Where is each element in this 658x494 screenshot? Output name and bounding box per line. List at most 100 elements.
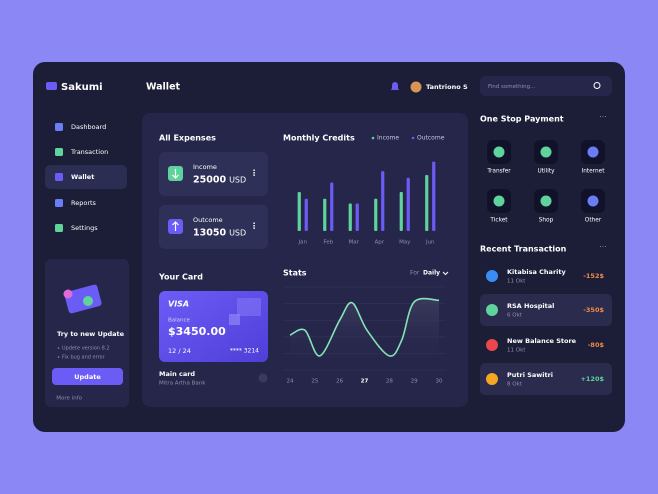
payment-label[interactable]: Shop: [539, 218, 554, 224]
payment-icon[interactable]: [587, 195, 599, 207]
update-title: Try to new Update: [57, 330, 125, 338]
expense-amount: 25000: [193, 175, 226, 186]
payment-icon[interactable]: [540, 195, 552, 207]
payment-label[interactable]: Transfer: [486, 169, 511, 175]
transaction-icon[interactable]: [486, 339, 498, 351]
transaction-date[interactable]: 11 Okt: [507, 348, 526, 354]
page-title: Wallet: [146, 82, 181, 93]
x-tick-label: 25: [311, 379, 318, 385]
x-tick-label: Mar: [349, 240, 360, 246]
menu[interactable]: ⋮: [250, 222, 258, 231]
balance-label: Balance: [168, 318, 191, 324]
legend-label: Outcome: [417, 135, 445, 142]
nav-item[interactable]: Reports: [71, 199, 97, 207]
bell[interactable]: [391, 82, 399, 90]
bar: [348, 203, 352, 231]
bar: [323, 198, 327, 231]
transaction-amount[interactable]: +120$: [580, 375, 604, 383]
update-item: Updete version 8.2: [62, 346, 110, 352]
x-tick-label: Apr: [374, 240, 384, 246]
transaction-name[interactable]: RSA Hospital: [507, 302, 554, 310]
x-tick-label: 27: [361, 379, 369, 385]
bar: [381, 171, 385, 231]
x-tick-label: Jun: [425, 240, 435, 246]
x-tick-label: Feb: [323, 240, 333, 246]
period-label[interactable]: For: [410, 270, 420, 277]
bullet: [57, 347, 60, 349]
transactions-title: Recent Transaction: [480, 245, 567, 254]
transaction-date[interactable]: 8 Okt: [507, 382, 523, 388]
payment-label[interactable]: Other: [585, 218, 602, 224]
nav-icon[interactable]: [55, 173, 63, 181]
search-placeholder[interactable]: Find something...: [488, 84, 536, 90]
legend-label: Income: [377, 135, 399, 142]
more[interactable]: ···: [599, 113, 607, 122]
more[interactable]: ···: [599, 243, 607, 252]
nav-icon[interactable]: [55, 123, 63, 131]
period[interactable]: Daily: [423, 270, 440, 277]
payment-label[interactable]: Ticket: [489, 218, 508, 224]
user-name[interactable]: Tantriono S: [426, 83, 468, 91]
nav-item[interactable]: Wallet: [71, 173, 94, 181]
nav-item[interactable]: Dashboard: [71, 123, 106, 131]
transaction-date[interactable]: 6 Okt: [507, 313, 523, 319]
transaction-icon[interactable]: [486, 373, 498, 385]
bar: [399, 192, 403, 231]
transaction-amount[interactable]: -152$: [583, 272, 604, 280]
menu[interactable]: ⋮: [250, 169, 258, 178]
transaction-row-bg[interactable]: [480, 363, 612, 395]
payment-icon[interactable]: [493, 146, 505, 158]
avatar[interactable]: [410, 81, 422, 93]
legend-dot: [371, 136, 375, 140]
nav-item[interactable]: Transaction: [70, 148, 108, 156]
payment-icon[interactable]: [493, 195, 505, 207]
nav-active[interactable]: [45, 165, 127, 189]
card-number: **** 3214: [230, 348, 259, 355]
card-bank: Mitra Artha Bank: [159, 381, 206, 387]
nav-icon[interactable]: [55, 199, 63, 207]
expense-unit: USD: [229, 176, 246, 185]
bar: [297, 192, 301, 231]
payment-icon[interactable]: [540, 146, 552, 158]
expense-label: Outcome: [193, 216, 223, 224]
transaction-icon[interactable]: [486, 270, 498, 282]
x-tick-label: Jan: [298, 240, 308, 246]
bar: [374, 198, 378, 231]
expense-amount: 13050: [193, 228, 226, 239]
area: [290, 298, 439, 370]
nav-item[interactable]: Settings: [71, 224, 98, 232]
payment-icon[interactable]: [587, 146, 599, 158]
transaction-name[interactable]: Putri Sawitri: [507, 371, 553, 379]
card-brand: VISA: [168, 300, 189, 309]
transaction-row-bg[interactable]: [480, 294, 612, 326]
dropdown-icon[interactable]: [442, 271, 449, 276]
expense-unit: USD: [229, 229, 246, 238]
x-tick-label: May: [399, 240, 411, 246]
transaction-icon[interactable]: [486, 304, 498, 316]
search[interactable]: [480, 76, 612, 96]
bullet: [57, 356, 60, 358]
logo-icon: [46, 82, 57, 90]
transaction-amount[interactable]: -350$: [583, 306, 604, 314]
expense-card: [159, 205, 268, 249]
line: [289, 297, 440, 357]
transaction-amount[interactable]: -80$: [588, 341, 605, 349]
nav-icon[interactable]: [55, 148, 63, 156]
transaction-name[interactable]: New Balance Store: [507, 337, 577, 345]
more-info[interactable]: More info: [56, 396, 82, 402]
search-icon[interactable]: [593, 82, 601, 89]
card-next[interactable]: [258, 373, 268, 383]
expense-card: [159, 152, 268, 196]
update-button[interactable]: [52, 368, 123, 385]
balance: $3450.00: [168, 325, 226, 338]
transaction-date[interactable]: 11 Okt: [507, 279, 526, 285]
nav-icon[interactable]: [55, 224, 63, 232]
brand: Sakumi: [61, 82, 103, 93]
transaction-name[interactable]: Kitabisa Charity: [507, 268, 566, 276]
legend-dot: [411, 136, 415, 140]
update-illustration: [64, 284, 102, 314]
payment-label[interactable]: Internet: [581, 169, 605, 175]
update-button-label[interactable]: Update: [74, 373, 101, 381]
payment-label[interactable]: Utility: [537, 169, 555, 175]
